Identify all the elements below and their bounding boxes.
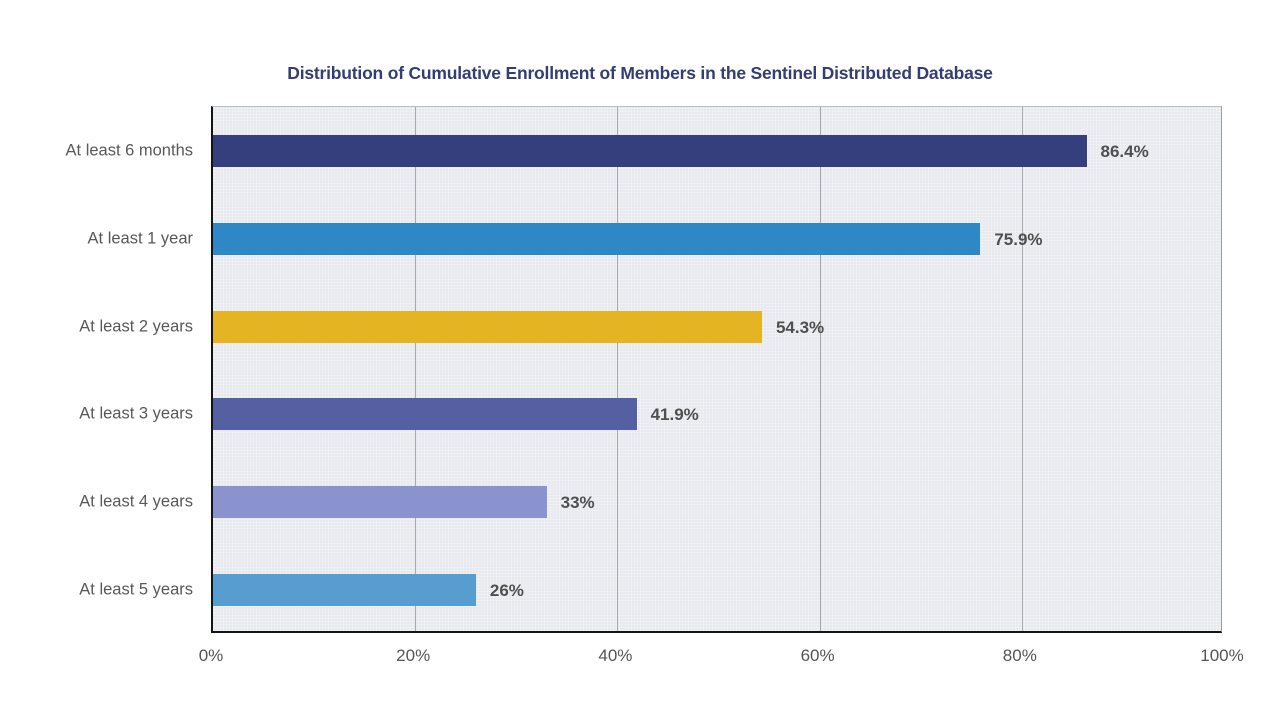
bar-value-label-4: 33% <box>560 493 595 513</box>
x-axis-labels: 0% 20% 40% 60% 80% 100% <box>0 646 1280 676</box>
plot-area: 86.4% 75.9% 54.3% 41.9% 33% 26% <box>211 106 1222 633</box>
y-axis-label-2: At least 2 years <box>79 317 193 336</box>
x-axis-tick-100%: 100% <box>1200 646 1244 665</box>
x-axis-tick-40%: 40% <box>598 646 633 665</box>
bar-value-label-2: 54.3% <box>775 317 825 337</box>
gridline-40 <box>617 107 619 631</box>
gridline-80 <box>1021 107 1023 631</box>
x-axis-tick-20%: 20% <box>396 646 431 665</box>
bar-2 <box>213 310 762 343</box>
y-axis-labels: At least 6 months At least 1 year At least… <box>0 106 193 633</box>
chart-title: Distribution of Cumulative Enrollment of… <box>287 63 993 83</box>
bar-value-label-0: 86.4% <box>1100 141 1149 161</box>
y-axis-label-1: At least 1 year <box>87 229 193 248</box>
x-axis-tick-0%: 0% <box>198 646 224 665</box>
bar-value-label-5: 26% <box>489 581 524 601</box>
x-axis-tick-80%: 80% <box>1002 646 1037 665</box>
bar-1 <box>213 222 981 255</box>
bar-4 <box>213 486 547 519</box>
y-axis-label-0: At least 6 months <box>65 141 193 160</box>
y-axis-label-4: At least 4 years <box>79 492 193 511</box>
gridline-60 <box>819 107 821 631</box>
bar-5 <box>213 574 476 607</box>
bar-0 <box>213 134 1087 167</box>
bar-value-label-3: 41.9% <box>650 405 699 425</box>
bar-value-label-1: 75.9% <box>994 229 1043 249</box>
y-axis-label-3: At least 3 years <box>79 404 193 423</box>
y-axis-label-5: At least 5 years <box>79 580 193 599</box>
x-axis-tick-60%: 60% <box>800 646 835 665</box>
bar-3 <box>213 398 637 431</box>
gridline-20 <box>415 107 417 631</box>
